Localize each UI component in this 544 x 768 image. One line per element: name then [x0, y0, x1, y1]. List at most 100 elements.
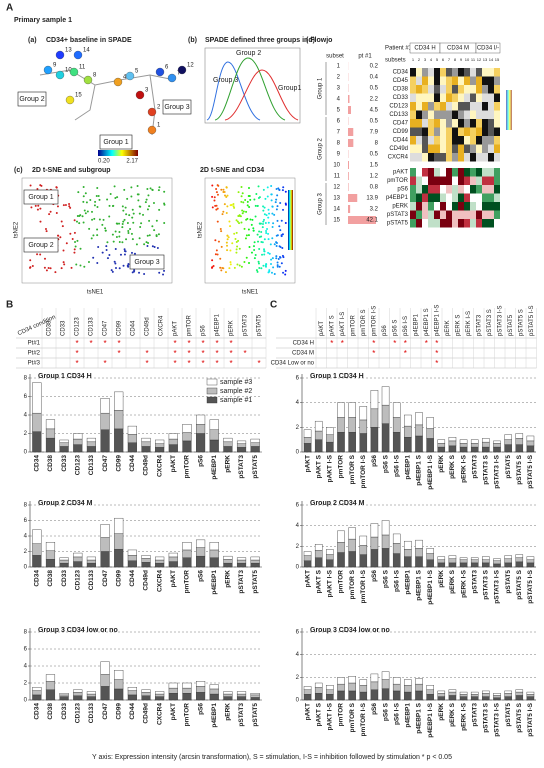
group-box	[129, 254, 165, 270]
heat-cell	[452, 168, 458, 177]
bar	[32, 694, 42, 701]
tsne-dot	[112, 204, 115, 207]
heat-cell	[434, 193, 440, 202]
x-tick-label: pSTAT3	[471, 570, 478, 594]
subset: 9	[337, 152, 341, 158]
bar	[127, 425, 137, 435]
bar	[504, 555, 512, 559]
significance: *	[103, 359, 106, 368]
x-tick-label: pSTAT3	[238, 455, 245, 479]
tsne-dot	[73, 219, 76, 222]
bar	[127, 434, 137, 443]
bar	[459, 443, 468, 448]
heat-cell	[464, 85, 470, 94]
heat-cell	[470, 110, 476, 119]
tsne-dot	[70, 266, 73, 269]
curve-group1	[224, 69, 299, 121]
x-tick-label: CD38	[47, 703, 54, 720]
heat-cell	[416, 144, 422, 153]
tsne-dot	[155, 219, 158, 222]
bar	[196, 424, 206, 434]
tsne-dot	[258, 266, 261, 269]
bar	[45, 550, 56, 560]
bar	[32, 543, 42, 556]
tsne-dot	[49, 210, 52, 213]
bar	[482, 690, 490, 694]
tsne-dot	[115, 235, 118, 238]
bar	[459, 439, 468, 444]
bar	[250, 438, 260, 443]
panel-c-title: 2D t-SNE and subgroup	[32, 167, 111, 174]
x-tick-label: CD33	[61, 703, 68, 720]
bar	[182, 557, 192, 568]
heat-cell	[458, 185, 464, 194]
heat-cell	[410, 153, 416, 162]
legend-label: sample #3	[220, 379, 252, 386]
tsne-dot	[131, 208, 134, 211]
tsne-dot	[29, 259, 32, 262]
tsne-dot	[254, 253, 257, 256]
heat-cell	[452, 93, 458, 102]
tsne-dot	[241, 192, 244, 195]
tsne-dot	[111, 270, 114, 273]
bar	[470, 696, 479, 701]
column-header: pERK S	[455, 315, 461, 336]
tsne-dot	[267, 208, 270, 211]
node-label: 6	[165, 65, 169, 71]
tsne-dot	[253, 241, 256, 244]
tsne-dot	[148, 219, 151, 222]
x-tick-label: pS6	[197, 570, 204, 582]
tsne-dot	[118, 222, 121, 225]
x-tick-label: pERK	[225, 570, 232, 588]
tsne-dot	[85, 201, 88, 204]
heat-cell	[434, 127, 440, 136]
heat-cell	[476, 93, 482, 102]
chart-title: Group 2 CD34 M	[310, 500, 365, 507]
group-label: Group 2	[19, 96, 44, 103]
heat-cell	[494, 185, 500, 194]
x-tick-label: pmTOR	[338, 703, 345, 727]
tsne-dot	[36, 253, 39, 256]
tsne-dot	[82, 185, 85, 188]
bar	[59, 694, 69, 697]
significance: *	[257, 359, 260, 368]
x-tick-label: pmTOR S	[349, 702, 356, 732]
bar	[45, 542, 56, 551]
bar	[100, 537, 110, 552]
bar	[415, 412, 423, 426]
heat-cell	[488, 68, 494, 77]
y-tick-label: 2	[24, 681, 28, 687]
bar	[127, 555, 137, 561]
tsne-dot	[84, 212, 87, 215]
tsne-dot	[243, 260, 246, 263]
heat-cell	[476, 119, 482, 128]
x-tick-label: CD133	[88, 570, 95, 591]
tsne-dot	[274, 201, 277, 204]
heat-cell	[488, 210, 494, 219]
subset: 4	[337, 97, 341, 103]
bar	[448, 691, 457, 696]
node-label: 4	[123, 75, 127, 81]
bar	[314, 687, 323, 694]
significance: *	[229, 339, 232, 348]
tsne-dot	[273, 213, 276, 216]
heat-cell	[494, 219, 500, 228]
x-tick-label: pAKT I-S	[327, 569, 334, 597]
tsne-dot	[145, 198, 148, 201]
bar	[314, 420, 323, 432]
curve-group2	[214, 57, 286, 121]
tsne-dot	[96, 262, 99, 265]
x-tick-label: pERK I-S	[460, 454, 467, 482]
bar	[337, 432, 345, 453]
heat-cell	[464, 168, 470, 177]
sample-title: Primary sample 1	[14, 17, 72, 24]
x-tick-label: CD49d	[143, 570, 150, 591]
heat-cell	[410, 110, 416, 119]
bar	[155, 696, 165, 701]
heat-cell	[422, 76, 428, 85]
bar	[437, 443, 446, 448]
tsne-dot	[81, 215, 84, 218]
tsne-dot	[60, 220, 63, 223]
x-tick-label: pSTAT5	[252, 455, 259, 479]
subset: 1	[337, 64, 341, 70]
